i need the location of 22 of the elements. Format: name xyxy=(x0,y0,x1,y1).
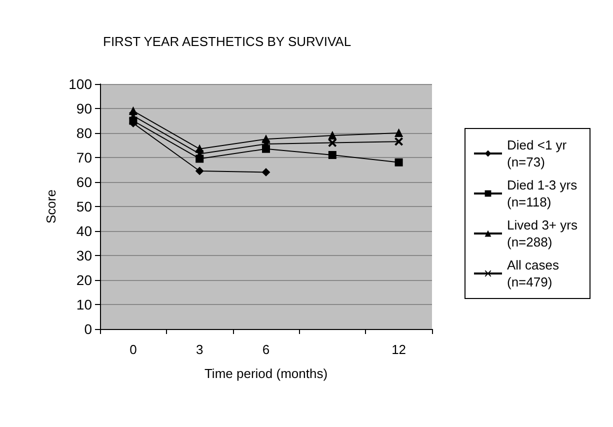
y-tick-label: 30 xyxy=(76,248,92,264)
y-tick-label: 80 xyxy=(76,125,92,141)
y-tick-label: 70 xyxy=(76,150,92,166)
legend-label: Lived 3+ yrs (n=288) xyxy=(507,218,582,250)
y-tick-label: 40 xyxy=(76,223,92,239)
legend-label: Died 1-3 yrs (n=118) xyxy=(507,178,581,210)
x-tick-label: 12 xyxy=(392,342,406,357)
y-tick-label: 90 xyxy=(76,100,92,116)
x-tick-label: 0 xyxy=(130,342,137,357)
legend-label: All cases (n=479) xyxy=(507,258,563,290)
y-tick-label: 100 xyxy=(68,76,92,92)
x-tick-label: 6 xyxy=(262,342,270,357)
y-tick-label: 10 xyxy=(76,296,92,312)
x-axis-title: Time period (months) xyxy=(204,366,328,381)
y-tick-label: 60 xyxy=(76,174,92,190)
chart-title: FIRST YEAR AESTHETICS BY SURVIVAL xyxy=(103,34,352,49)
y-tick-label: 20 xyxy=(76,272,92,288)
y-tick-label: 50 xyxy=(76,198,92,214)
y-axis-title: Score xyxy=(44,190,59,224)
legend-label: Died <1 yr (n=73) xyxy=(507,138,570,170)
x-tick-label: 3 xyxy=(196,342,204,357)
y-tick-label: 0 xyxy=(84,321,92,337)
